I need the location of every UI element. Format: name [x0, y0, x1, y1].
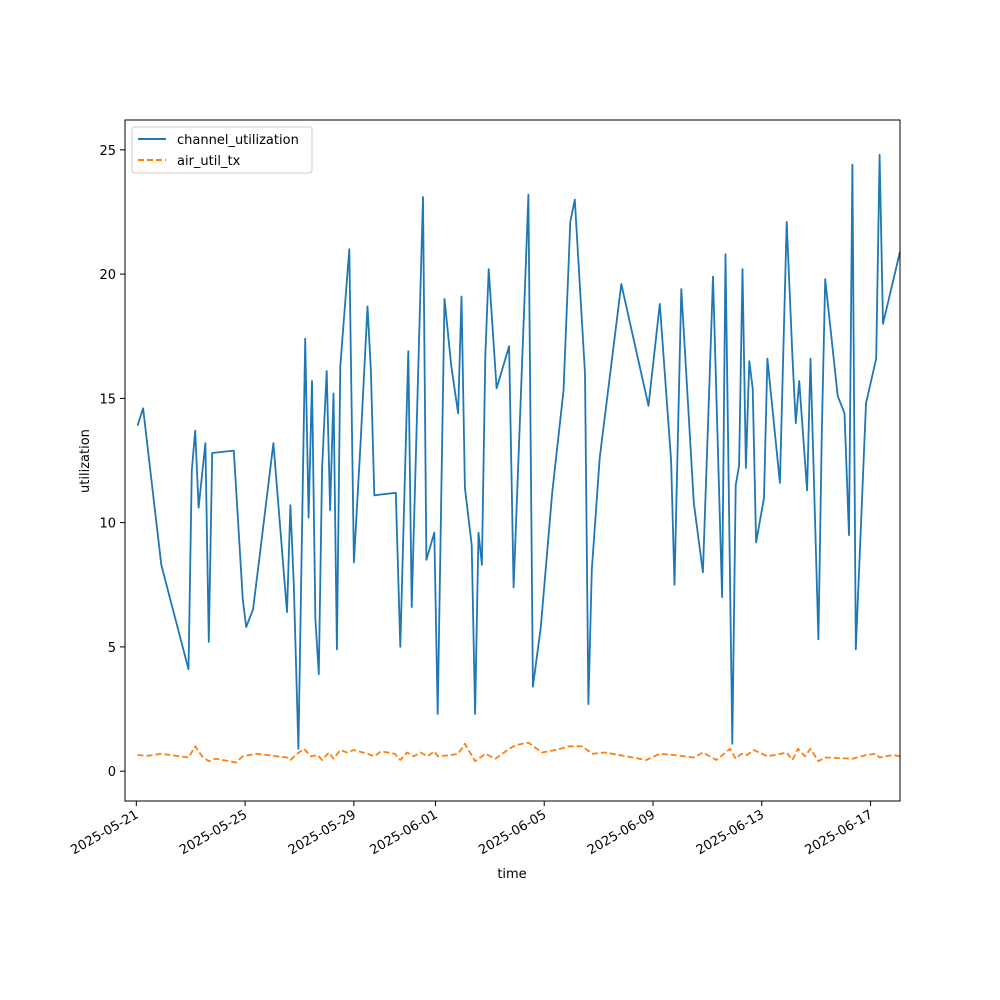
legend: channel_utilization air_util_tx [131, 126, 313, 174]
x-axis-label: time [497, 867, 526, 882]
y-tick-label: 0 [108, 765, 116, 780]
y-tick-label: 20 [99, 268, 116, 283]
y-tick-label: 10 [99, 517, 116, 532]
series-line-channel-utilization [136, 153, 901, 750]
y-axis-ticks: 0 5 10 15 20 25 [99, 144, 125, 780]
legend-label-air-util-tx: air_util_tx [177, 154, 241, 169]
y-axis-label: utilization [78, 429, 93, 493]
y-tick-label: 5 [108, 641, 116, 656]
series-lines [136, 153, 901, 764]
plot-frame [124, 119, 901, 802]
y-tick-label: 15 [99, 392, 116, 407]
y-tick-label: 25 [99, 144, 116, 159]
legend-box [131, 126, 313, 174]
legend-label-channel-utilization: channel_utilization [177, 133, 299, 148]
series-line-air-util-tx [137, 741, 901, 764]
